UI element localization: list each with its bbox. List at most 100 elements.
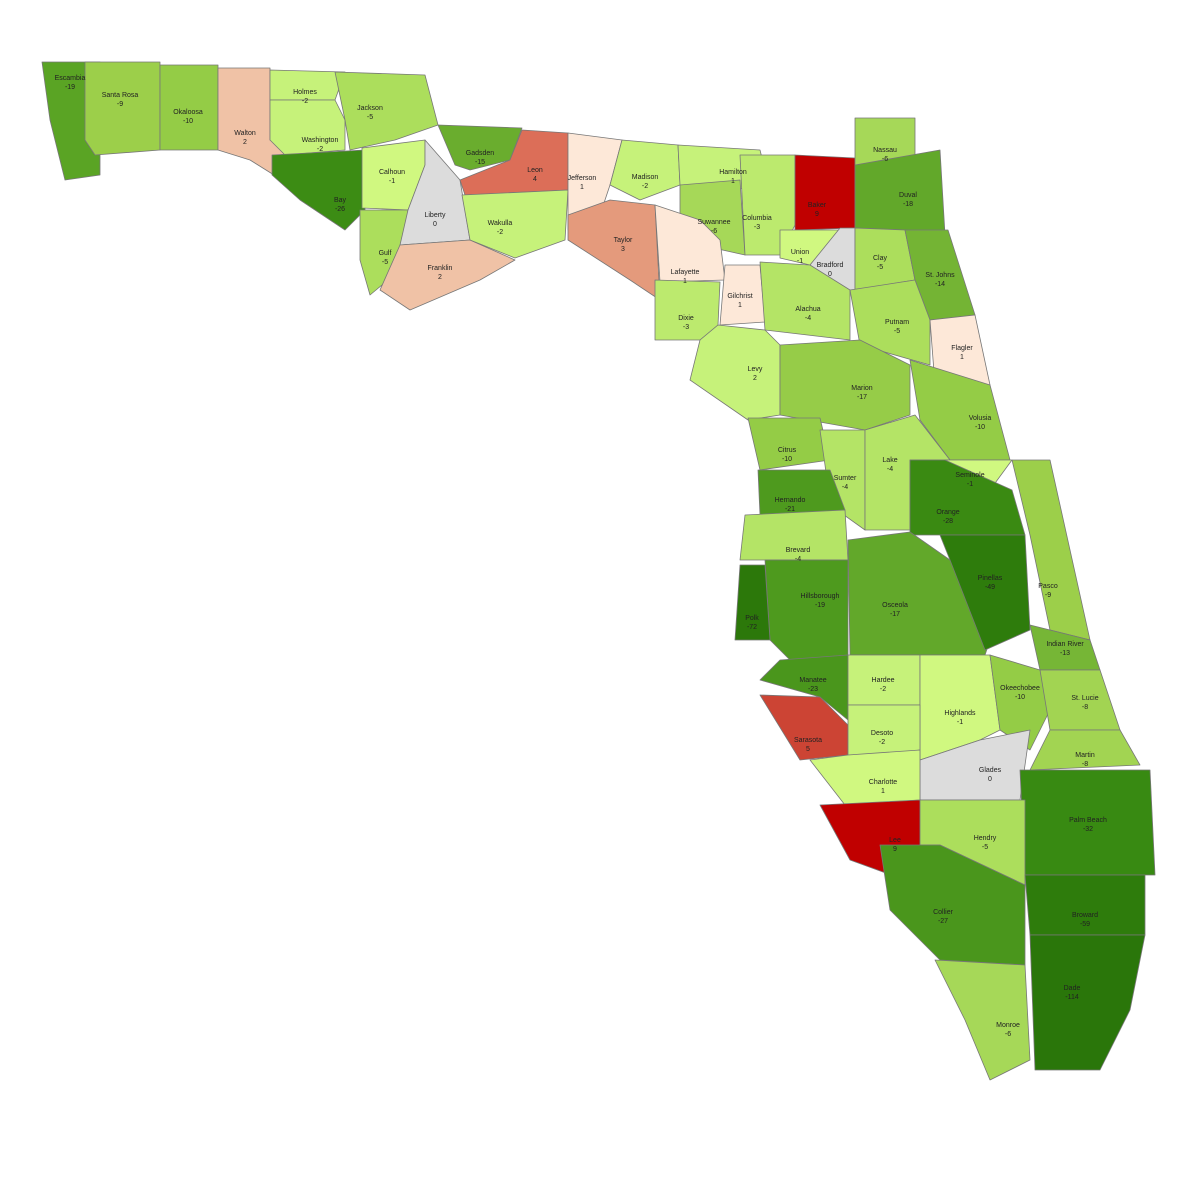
county-name: Walton bbox=[234, 130, 256, 137]
county-value: -4 bbox=[795, 556, 801, 563]
county-name: Hendry bbox=[974, 835, 997, 842]
county-value: -4 bbox=[805, 315, 811, 322]
county bbox=[779, 339, 911, 431]
county-value: -3 bbox=[683, 324, 689, 331]
county bbox=[84, 61, 161, 156]
county-name: Hillsborough bbox=[801, 593, 840, 600]
county-value: -19 bbox=[815, 602, 825, 609]
county-name: Marion bbox=[851, 385, 873, 392]
county-value: 9 bbox=[815, 211, 819, 218]
county-name: Duval bbox=[899, 192, 917, 199]
county-name: Pinellas bbox=[978, 575, 1003, 582]
county-name: Madison bbox=[632, 174, 659, 181]
county-name: Highlands bbox=[944, 710, 976, 717]
county-name: Charlotte bbox=[869, 779, 898, 786]
county-value: -18 bbox=[903, 201, 913, 208]
county-name: Manatee bbox=[799, 677, 826, 684]
county-value: -10 bbox=[183, 118, 193, 125]
county bbox=[759, 654, 849, 721]
county bbox=[567, 132, 623, 231]
county-value: -5 bbox=[382, 259, 388, 266]
county-name: Hardee bbox=[872, 677, 895, 684]
county-name: Escambia bbox=[55, 75, 86, 82]
county-value: -5 bbox=[982, 844, 988, 851]
county bbox=[567, 199, 661, 301]
county-name: Dade bbox=[1064, 985, 1081, 992]
county-name: Baker bbox=[808, 202, 827, 209]
county-name: Monroe bbox=[996, 1022, 1020, 1029]
county-value: -6 bbox=[1005, 1031, 1011, 1038]
county-value: 1 bbox=[580, 184, 584, 191]
county-name: Lafayette bbox=[671, 269, 700, 276]
county-name: Hamilton bbox=[719, 169, 747, 176]
county-value: -2 bbox=[317, 146, 323, 153]
county-value: -28 bbox=[943, 518, 953, 525]
county-value: -1 bbox=[389, 178, 395, 185]
county-value: -13 bbox=[1060, 650, 1070, 657]
county-name: Alachua bbox=[795, 306, 820, 313]
county bbox=[934, 959, 1031, 1081]
county-name: Wakulla bbox=[488, 220, 513, 227]
county-name: Martin bbox=[1075, 752, 1095, 759]
county-name: Jefferson bbox=[568, 175, 597, 182]
county-name: Bradford bbox=[817, 262, 844, 269]
county-name: Calhoun bbox=[379, 169, 405, 176]
county-name: Gilchrist bbox=[727, 293, 752, 300]
county-value: -2 bbox=[642, 183, 648, 190]
county-name: Suwannee bbox=[697, 219, 730, 226]
county-name: Levy bbox=[748, 366, 763, 373]
county-value: 1 bbox=[683, 278, 687, 285]
county-value: -2 bbox=[879, 739, 885, 746]
county bbox=[759, 261, 851, 341]
county-name: Okaloosa bbox=[173, 109, 203, 116]
county bbox=[689, 324, 781, 421]
county-value: -59 bbox=[1080, 921, 1090, 928]
county-name: Indian River bbox=[1046, 641, 1084, 648]
county bbox=[437, 124, 523, 171]
county-name: Okeechobee bbox=[1000, 685, 1040, 692]
county bbox=[909, 459, 1026, 536]
county-name: Franklin bbox=[428, 265, 453, 272]
county-value: -2 bbox=[302, 98, 308, 105]
county-value: -32 bbox=[1083, 826, 1093, 833]
county-name: Gadsden bbox=[466, 150, 495, 157]
county-value: -19 bbox=[65, 84, 75, 91]
county bbox=[794, 154, 856, 231]
county-value: 2 bbox=[243, 139, 247, 146]
county-value: -1 bbox=[967, 481, 973, 488]
county-value: -15 bbox=[475, 159, 485, 166]
county-value: -4 bbox=[842, 484, 848, 491]
county-value: -9 bbox=[1045, 592, 1051, 599]
county-name: Sumter bbox=[834, 475, 857, 482]
county-name: Lee bbox=[889, 837, 901, 844]
county bbox=[757, 469, 846, 516]
county-name: Osceola bbox=[882, 602, 908, 609]
county-value: -10 bbox=[782, 456, 792, 463]
county-name: St. Lucie bbox=[1071, 695, 1098, 702]
county-value: -23 bbox=[808, 686, 818, 693]
county-name: Dixie bbox=[678, 315, 694, 322]
county-name: Bay bbox=[334, 197, 347, 204]
county-value: 0 bbox=[988, 776, 992, 783]
county-value: -27 bbox=[938, 918, 948, 925]
county-value: 9 bbox=[893, 846, 897, 853]
county-name: Columbia bbox=[742, 215, 772, 222]
county-value: -8 bbox=[1082, 704, 1088, 711]
county bbox=[809, 749, 921, 806]
county-name: Desoto bbox=[871, 730, 893, 737]
county-value: 2 bbox=[438, 274, 442, 281]
county-name: Polk bbox=[745, 615, 759, 622]
county-name: Union bbox=[791, 249, 809, 256]
county-value: -17 bbox=[890, 611, 900, 618]
county-value: -17 bbox=[857, 394, 867, 401]
county bbox=[271, 149, 366, 231]
county-name: Glades bbox=[979, 767, 1002, 774]
county-value: 1 bbox=[960, 354, 964, 361]
county-name: Taylor bbox=[614, 237, 633, 244]
county-name: Citrus bbox=[778, 447, 797, 454]
county-value: -21 bbox=[785, 506, 795, 513]
county-value: -10 bbox=[1015, 694, 1025, 701]
county bbox=[609, 139, 681, 201]
county-value: -3 bbox=[754, 224, 760, 231]
county bbox=[159, 64, 219, 151]
